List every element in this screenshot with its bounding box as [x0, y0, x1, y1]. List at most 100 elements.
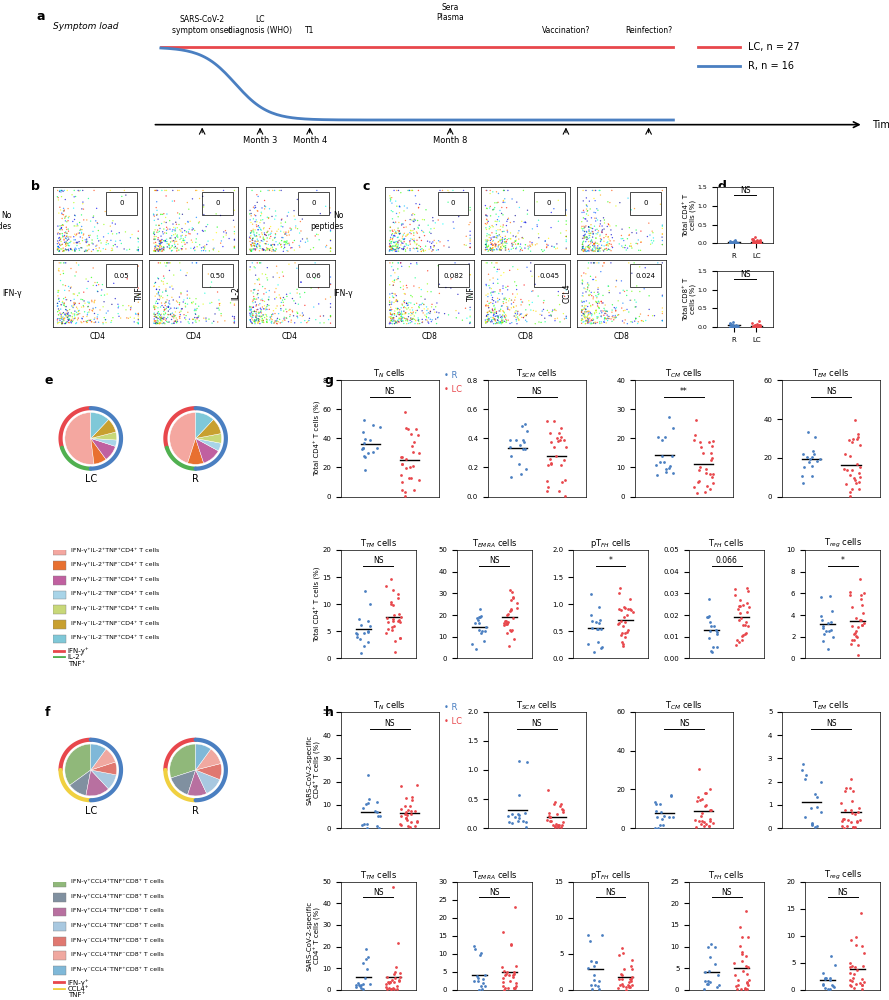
Point: [403, 312, 417, 328]
Point: [404, 311, 418, 327]
Point: [485, 240, 500, 256]
Point: [843, 955, 857, 971]
Point: [837, 811, 851, 827]
Point: [589, 304, 604, 320]
Point: [249, 298, 263, 314]
Point: [54, 182, 68, 198]
Point: [584, 316, 598, 332]
Point: [513, 243, 527, 259]
Point: [385, 310, 399, 326]
Point: [384, 315, 398, 331]
Point: [535, 303, 549, 319]
Point: [589, 235, 603, 251]
Point: [500, 299, 514, 315]
Point: [749, 232, 764, 248]
Point: [508, 304, 522, 320]
Point: [478, 297, 493, 313]
Point: [86, 277, 100, 293]
Point: [308, 255, 322, 271]
Point: [59, 238, 73, 254]
Point: [385, 195, 399, 211]
Point: [249, 237, 263, 253]
Point: [803, 451, 817, 467]
Point: [56, 229, 70, 245]
Point: [805, 816, 819, 832]
Point: [263, 219, 277, 235]
Point: [172, 217, 186, 233]
Point: [427, 232, 441, 248]
Point: [252, 308, 266, 324]
Point: [589, 273, 603, 289]
Point: [73, 215, 87, 231]
Point: [189, 302, 204, 318]
Point: [151, 295, 165, 311]
Point: [258, 310, 272, 326]
Point: [276, 297, 291, 313]
Point: [543, 451, 557, 467]
Point: [488, 237, 502, 253]
Point: [429, 304, 444, 320]
Point: [493, 291, 507, 307]
Point: [501, 232, 515, 248]
Point: [500, 615, 514, 631]
Point: [155, 239, 169, 255]
Point: [499, 310, 513, 326]
Y-axis label: Total CD4⁺ T cells (%): Total CD4⁺ T cells (%): [314, 401, 321, 476]
Point: [518, 312, 533, 328]
Point: [132, 243, 146, 259]
Point: [151, 230, 165, 246]
Point: [372, 808, 387, 824]
Point: [479, 315, 493, 331]
Point: [487, 259, 501, 275]
Point: [732, 601, 746, 617]
Point: [187, 311, 201, 327]
Point: [492, 209, 506, 225]
Point: [357, 431, 372, 447]
Point: [383, 239, 397, 255]
Point: [160, 239, 174, 255]
Point: [79, 243, 93, 259]
Point: [179, 308, 193, 324]
Point: [524, 302, 538, 318]
Text: R, n = 16: R, n = 16: [748, 61, 794, 71]
Point: [479, 207, 493, 223]
Point: [492, 261, 506, 277]
Point: [56, 311, 70, 327]
Point: [663, 788, 677, 804]
Point: [499, 279, 513, 295]
Point: [54, 220, 68, 236]
Point: [655, 226, 669, 242]
Point: [514, 291, 528, 307]
Point: [170, 312, 184, 328]
Point: [357, 435, 372, 451]
Point: [588, 210, 602, 226]
Point: [282, 223, 296, 239]
Point: [432, 276, 446, 292]
Point: [589, 954, 603, 970]
Point: [188, 303, 202, 319]
Point: [65, 314, 79, 330]
Point: [406, 213, 420, 229]
Point: [514, 242, 528, 258]
Point: [810, 799, 824, 815]
Point: [655, 217, 669, 233]
Point: [482, 227, 496, 243]
Point: [274, 239, 288, 255]
Point: [252, 243, 267, 259]
Point: [528, 276, 542, 292]
Point: [170, 315, 184, 331]
Point: [185, 295, 199, 311]
Point: [266, 269, 280, 285]
Point: [629, 294, 644, 310]
Point: [188, 242, 202, 258]
Point: [244, 299, 258, 315]
Point: [172, 231, 187, 247]
Point: [203, 295, 217, 311]
Point: [485, 233, 500, 249]
Point: [385, 222, 399, 238]
Point: [228, 231, 242, 247]
Title: T$_{SCM}$ cells: T$_{SCM}$ cells: [517, 368, 557, 380]
Point: [275, 239, 289, 255]
Point: [63, 313, 77, 329]
Title: T$_{CM}$ cells: T$_{CM}$ cells: [665, 699, 703, 712]
